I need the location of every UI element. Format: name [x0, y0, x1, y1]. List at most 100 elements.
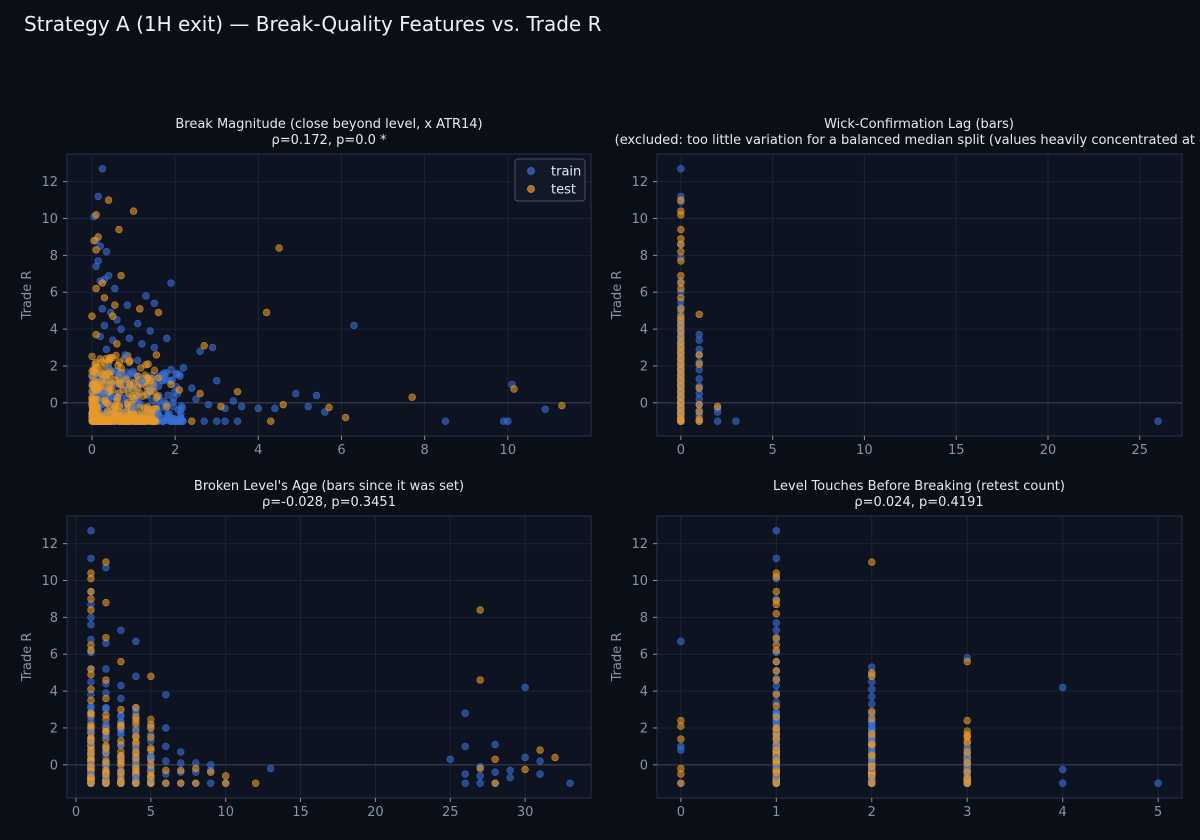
test-point	[868, 751, 876, 760]
y-tick-label: 8	[50, 249, 58, 264]
y-tick-label: 2	[50, 721, 58, 736]
train-point	[192, 395, 200, 403]
y-tick-label: 4	[640, 685, 648, 700]
test-point	[963, 657, 971, 666]
train-point	[87, 527, 95, 535]
train-point	[188, 384, 196, 392]
y-tick-label: 6	[640, 648, 648, 663]
train-point	[868, 692, 876, 701]
test-point	[117, 779, 125, 787]
test-point	[125, 390, 133, 398]
test-point	[147, 724, 155, 732]
panel-break-magnitude: Break Magnitude (close beyond level, x A…	[20, 117, 592, 458]
points-layer	[88, 165, 566, 425]
test-point	[772, 724, 781, 732]
test-point	[87, 646, 95, 655]
plot-area	[657, 516, 1182, 798]
test-point	[162, 779, 170, 787]
train-point	[695, 336, 703, 344]
panel-subtitle: ρ=0.172, p=0.0 *	[271, 133, 387, 148]
train-point	[94, 257, 102, 265]
test-point	[772, 757, 781, 765]
y-axis-label: Trade R	[610, 271, 625, 321]
test-point	[129, 410, 138, 418]
train-point	[178, 404, 187, 412]
train-point	[233, 417, 242, 425]
train-point	[677, 637, 685, 646]
test-point	[111, 301, 119, 309]
train-point	[504, 417, 512, 425]
x-tick-label: 20	[367, 805, 384, 820]
y-tick-label: 2	[640, 721, 648, 736]
test-point	[136, 305, 144, 313]
test-point	[677, 257, 685, 265]
test-point	[695, 310, 703, 319]
train-point	[117, 371, 125, 379]
points-layer	[87, 527, 574, 787]
train-point	[521, 753, 529, 762]
test-point	[325, 403, 333, 412]
test-point	[88, 387, 96, 396]
points-layer	[677, 165, 1162, 425]
test-point	[233, 388, 242, 396]
test-point	[147, 772, 155, 780]
test-point	[772, 646, 781, 655]
panel-level-touches: Level Touches Before Breaking (retest co…	[610, 479, 1183, 820]
train-point	[171, 417, 179, 425]
test-point	[536, 746, 544, 754]
x-tick-label: 0	[677, 443, 685, 458]
x-tick-label: 6	[337, 443, 345, 458]
test-point	[102, 757, 110, 765]
test-point	[192, 764, 200, 773]
test-point	[115, 379, 124, 388]
train-point	[868, 700, 876, 708]
test-point	[132, 391, 141, 400]
test-point	[87, 709, 95, 717]
test-point	[118, 408, 127, 417]
train-point	[102, 703, 110, 712]
test-point	[92, 284, 100, 293]
train-point	[154, 382, 163, 390]
test-point	[772, 609, 781, 618]
y-tick-label: 10	[631, 212, 648, 227]
test-point	[102, 416, 110, 424]
test-point	[98, 279, 107, 287]
test-point	[92, 330, 100, 339]
test-point	[772, 713, 781, 721]
x-tick-label: 8	[421, 443, 429, 458]
legend-label-test: test	[551, 183, 576, 198]
test-point	[868, 558, 876, 566]
x-tick-label: 4	[1059, 805, 1067, 820]
y-tick-label: 8	[640, 611, 648, 626]
test-point	[772, 779, 781, 787]
test-point	[147, 672, 155, 681]
train-point	[123, 301, 132, 309]
train-point	[121, 351, 129, 359]
train-point	[164, 391, 172, 399]
test-point	[963, 748, 971, 756]
train-point	[138, 340, 146, 348]
y-tick-label: 0	[50, 396, 58, 411]
test-point	[695, 351, 703, 359]
axes-frame	[66, 515, 592, 799]
test-point	[147, 779, 155, 787]
test-point	[125, 380, 134, 388]
train-point	[1058, 683, 1067, 692]
test-point	[677, 225, 685, 234]
test-point	[177, 779, 185, 787]
test-point	[147, 746, 155, 754]
test-point	[132, 713, 140, 721]
test-point	[143, 390, 151, 398]
test-point	[117, 753, 125, 762]
train-point	[179, 364, 188, 372]
test-point	[102, 727, 110, 736]
y-tick-label: 4	[50, 323, 58, 338]
train-point	[868, 685, 876, 693]
test-point	[88, 312, 96, 320]
x-tick-label: 2	[171, 443, 179, 458]
test-point	[868, 672, 876, 681]
legend-marker-train	[527, 167, 535, 175]
y-tick-label: 0	[50, 758, 58, 773]
train-point	[87, 678, 95, 686]
x-tick-label: 30	[517, 805, 534, 820]
